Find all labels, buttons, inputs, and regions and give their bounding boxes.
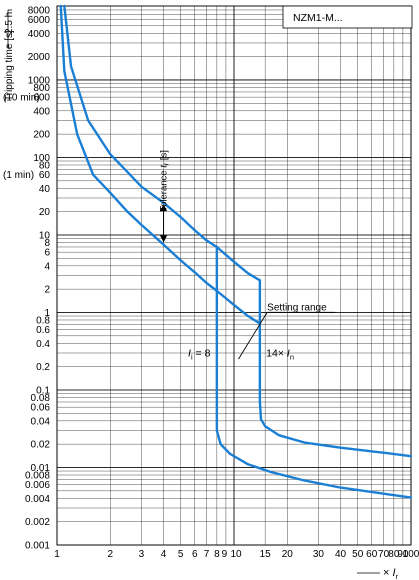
y-time-label: (10 min) xyxy=(3,93,40,104)
y-tick-label: 0.6 xyxy=(36,325,50,336)
x-tick-label: 9 xyxy=(222,549,228,560)
x-tick-label: 8 xyxy=(214,549,220,560)
ii-label: Ii = 8 xyxy=(188,348,211,362)
y-tick-label: 1 xyxy=(44,308,50,319)
x-tick-label: 50 xyxy=(352,549,364,560)
x-tick-label: 70 xyxy=(378,549,390,560)
y-tick-label: 20 xyxy=(39,207,51,218)
tolerance-arrow-head-up xyxy=(160,204,168,212)
y-tick-label: 60 xyxy=(39,170,51,181)
x-tick-label: 10 xyxy=(230,549,242,560)
y-tick-label: 0.08 xyxy=(31,393,51,404)
y-axis-label: Tripping time [s] xyxy=(4,30,15,101)
curve-1 xyxy=(63,4,262,282)
y-tick-label: 4 xyxy=(44,261,50,272)
x-tick-label: 80 xyxy=(388,549,400,560)
y-tick-label: 0.06 xyxy=(31,403,51,414)
tolerance-label: Tolerance tr [s] xyxy=(159,150,171,212)
y-tick-label: 0.1 xyxy=(36,385,50,396)
tolerance-label-group: Tolerance tr [s] xyxy=(159,150,171,212)
y-tick-label: 8 xyxy=(44,238,50,249)
y-axis-marker: 2.5 h xyxy=(4,12,15,34)
y-tick-label: 0.4 xyxy=(36,339,50,350)
title-box xyxy=(282,5,413,29)
y-tick-label: 0.8 xyxy=(36,315,50,326)
y-tick-label: 2000 xyxy=(28,52,51,63)
x-tick-label: 100 xyxy=(403,549,419,560)
y-tick-label: 0.01 xyxy=(31,463,51,474)
y-tick-label: 80 xyxy=(39,160,51,171)
x-tick-label: 20 xyxy=(282,549,294,560)
x-tick-label: 5 xyxy=(178,549,184,560)
y-tick-label: 10 xyxy=(39,230,51,241)
y-tick-label: 0.006 xyxy=(25,480,50,491)
x-tick-label: 30 xyxy=(313,549,325,560)
y-tick-label: 400 xyxy=(33,106,50,117)
y-tick-label: 8000 xyxy=(28,5,51,16)
y-tick-label: 6 xyxy=(44,248,50,259)
x-tick-label: 2 xyxy=(108,549,114,560)
y-tick-label: 4000 xyxy=(28,29,51,40)
y-time-label: (1 min) xyxy=(3,170,34,181)
x-tick-label: 90 xyxy=(397,549,409,560)
y-tick-label: 0.001 xyxy=(25,541,50,552)
tolerance-arrow-head-down xyxy=(160,235,168,243)
y-tick-label: 0.02 xyxy=(31,440,51,451)
y-axis-marker-text: 2.5 h xyxy=(4,12,15,34)
curves xyxy=(59,4,413,499)
y-tick-label: 1000 xyxy=(28,75,51,86)
y-tick-label: 0.2 xyxy=(36,362,50,373)
setting-range-leader xyxy=(238,312,268,360)
setting-range-label: Setting range xyxy=(267,302,327,313)
x-tick-label: 60 xyxy=(366,549,378,560)
y-tick-label: 200 xyxy=(33,130,50,141)
x-tick-label: 1 xyxy=(54,549,60,560)
chart-title: NZM1-M... xyxy=(293,12,343,24)
y-tick-label: 600 xyxy=(33,93,50,104)
y-tick-label: 0.002 xyxy=(25,517,50,528)
x-tick-label: 6 xyxy=(192,549,198,560)
y-tick-label: 0.008 xyxy=(25,471,50,482)
x-tick-label: 7 xyxy=(204,549,210,560)
y-tick-label: 0.004 xyxy=(25,494,50,505)
curve-2 xyxy=(59,4,262,325)
x-tick-label: 15 xyxy=(260,549,272,560)
y-tick-label: 800 xyxy=(33,83,50,94)
annotations: Tolerance tr [s] Setting range Ii = 8 14× I… xyxy=(159,150,336,362)
y-tick-label: 100 xyxy=(33,153,50,164)
x-axis-label-text: × Ir xyxy=(383,567,399,580)
x-tick-label: 4 xyxy=(161,549,167,560)
y-axis-label-text: Tripping time [s] xyxy=(4,30,15,101)
y-tick-label: 0.04 xyxy=(31,416,51,427)
curve-4 xyxy=(215,245,413,499)
y-tick-label: 2 xyxy=(44,285,50,296)
curve-3 xyxy=(258,279,413,458)
x-axis-label: × Ir xyxy=(357,567,399,580)
y-tick-label: 6000 xyxy=(28,15,51,26)
plot-frame xyxy=(56,5,412,546)
y-tick-label: 40 xyxy=(39,184,51,195)
x-tick-label: 3 xyxy=(139,549,145,560)
x-tick-label: 40 xyxy=(335,549,347,560)
in-label: 14× In xyxy=(266,348,294,362)
